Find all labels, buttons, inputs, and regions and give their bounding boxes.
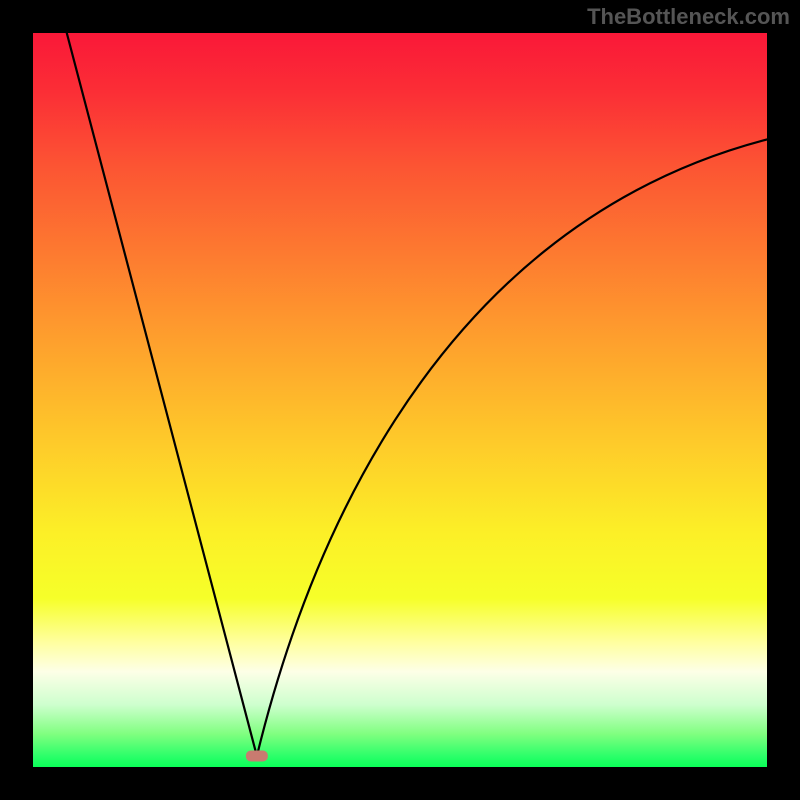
vertex-marker xyxy=(246,750,268,761)
plot-background xyxy=(33,33,767,767)
bottleneck-chart xyxy=(0,0,800,800)
chart-container: TheBottleneck.com xyxy=(0,0,800,800)
watermark-text: TheBottleneck.com xyxy=(587,4,790,30)
